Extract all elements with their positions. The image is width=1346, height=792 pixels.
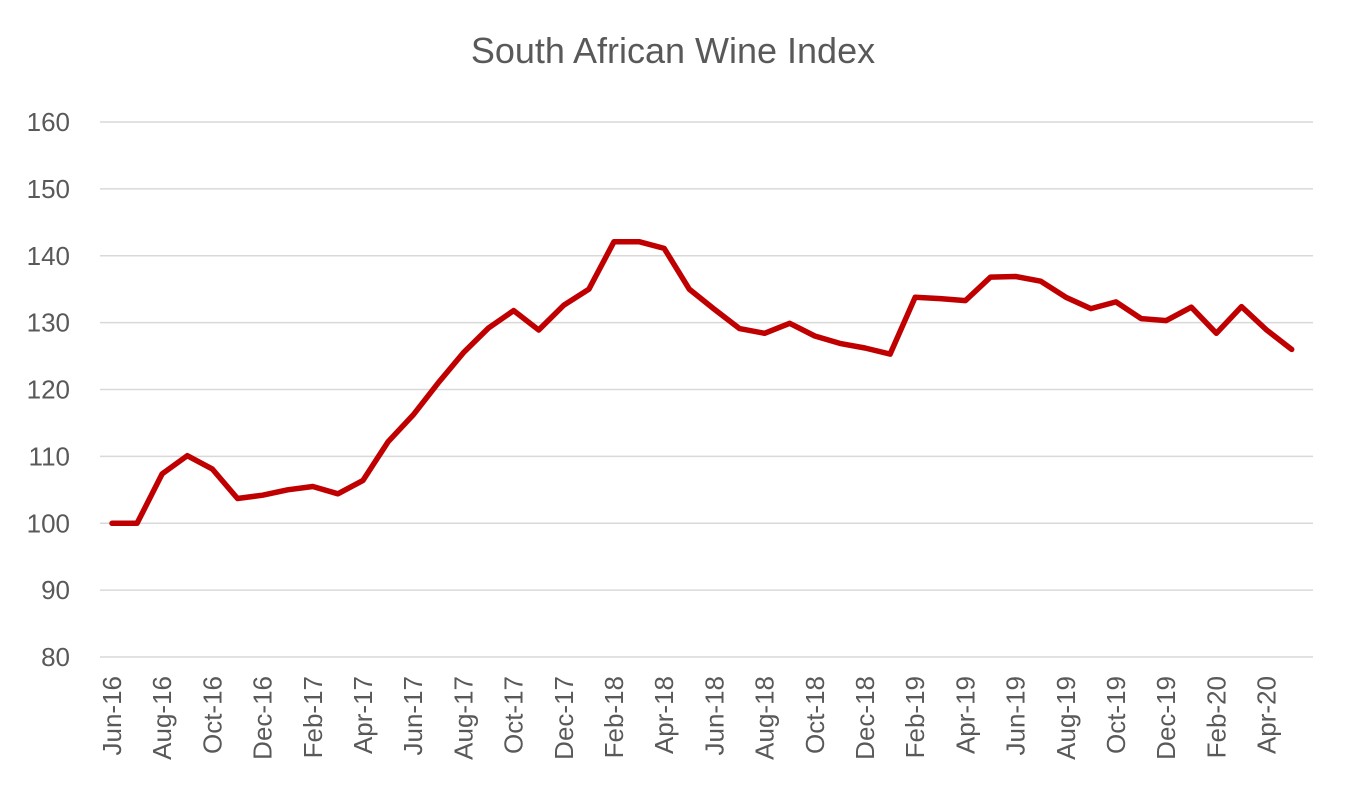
x-tick-label: Dec-19 [1151, 676, 1181, 760]
y-tick-label: 160 [27, 107, 70, 137]
x-tick-label: Dec-16 [248, 676, 278, 760]
x-tick-label: Apr-17 [348, 676, 378, 754]
x-tick-label: Jun-16 [97, 676, 127, 756]
x-tick-label: Feb-17 [298, 676, 328, 758]
gridlines [100, 121, 1313, 658]
y-tick-label: 90 [41, 575, 70, 605]
x-tick-label: Dec-17 [549, 676, 579, 760]
x-tick-label: Oct-17 [499, 676, 529, 754]
x-tick-label: Aug-16 [147, 676, 177, 760]
y-tick-label: 100 [27, 508, 70, 538]
x-tick-label: Oct-16 [197, 676, 227, 754]
x-tick-label: Jun-18 [699, 676, 729, 756]
x-tick-label: Apr-20 [1252, 676, 1282, 754]
y-tick-label: 130 [27, 308, 70, 338]
chart-title: South African Wine Index [470, 30, 876, 71]
y-tick-label: 150 [27, 174, 70, 204]
x-tick-label: Aug-18 [750, 676, 780, 760]
y-axis-tick-labels: 80 90 100 110 120 130 140 150 160 [27, 107, 70, 672]
x-tick-label: Aug-19 [1051, 676, 1081, 760]
x-tick-label: Oct-19 [1101, 676, 1131, 754]
x-tick-label: Jun-17 [398, 676, 428, 756]
y-tick-label: 110 [29, 441, 70, 471]
x-tick-label: Dec-18 [850, 676, 880, 760]
x-tick-label: Feb-19 [900, 676, 930, 758]
x-tick-label: Apr-19 [950, 676, 980, 754]
x-tick-label: Feb-18 [599, 676, 629, 758]
series-layer [109, 238, 1295, 527]
x-tick-label: Oct-18 [800, 676, 830, 754]
x-tick-label: Jun-19 [1001, 676, 1031, 756]
x-tick-label: Feb-20 [1201, 676, 1231, 758]
x-tick-label: Apr-18 [649, 676, 679, 754]
y-tick-label: 120 [27, 375, 70, 405]
x-tick-label: Aug-17 [448, 676, 478, 760]
y-tick-label: 140 [27, 241, 70, 271]
y-tick-label: 80 [41, 642, 70, 672]
series-line-0 [109, 238, 1295, 527]
x-axis-tick-labels: Jun-16 Aug-16 Oct-16 Dec-16 Feb-17 Apr-17 Jun-… [97, 676, 1282, 760]
